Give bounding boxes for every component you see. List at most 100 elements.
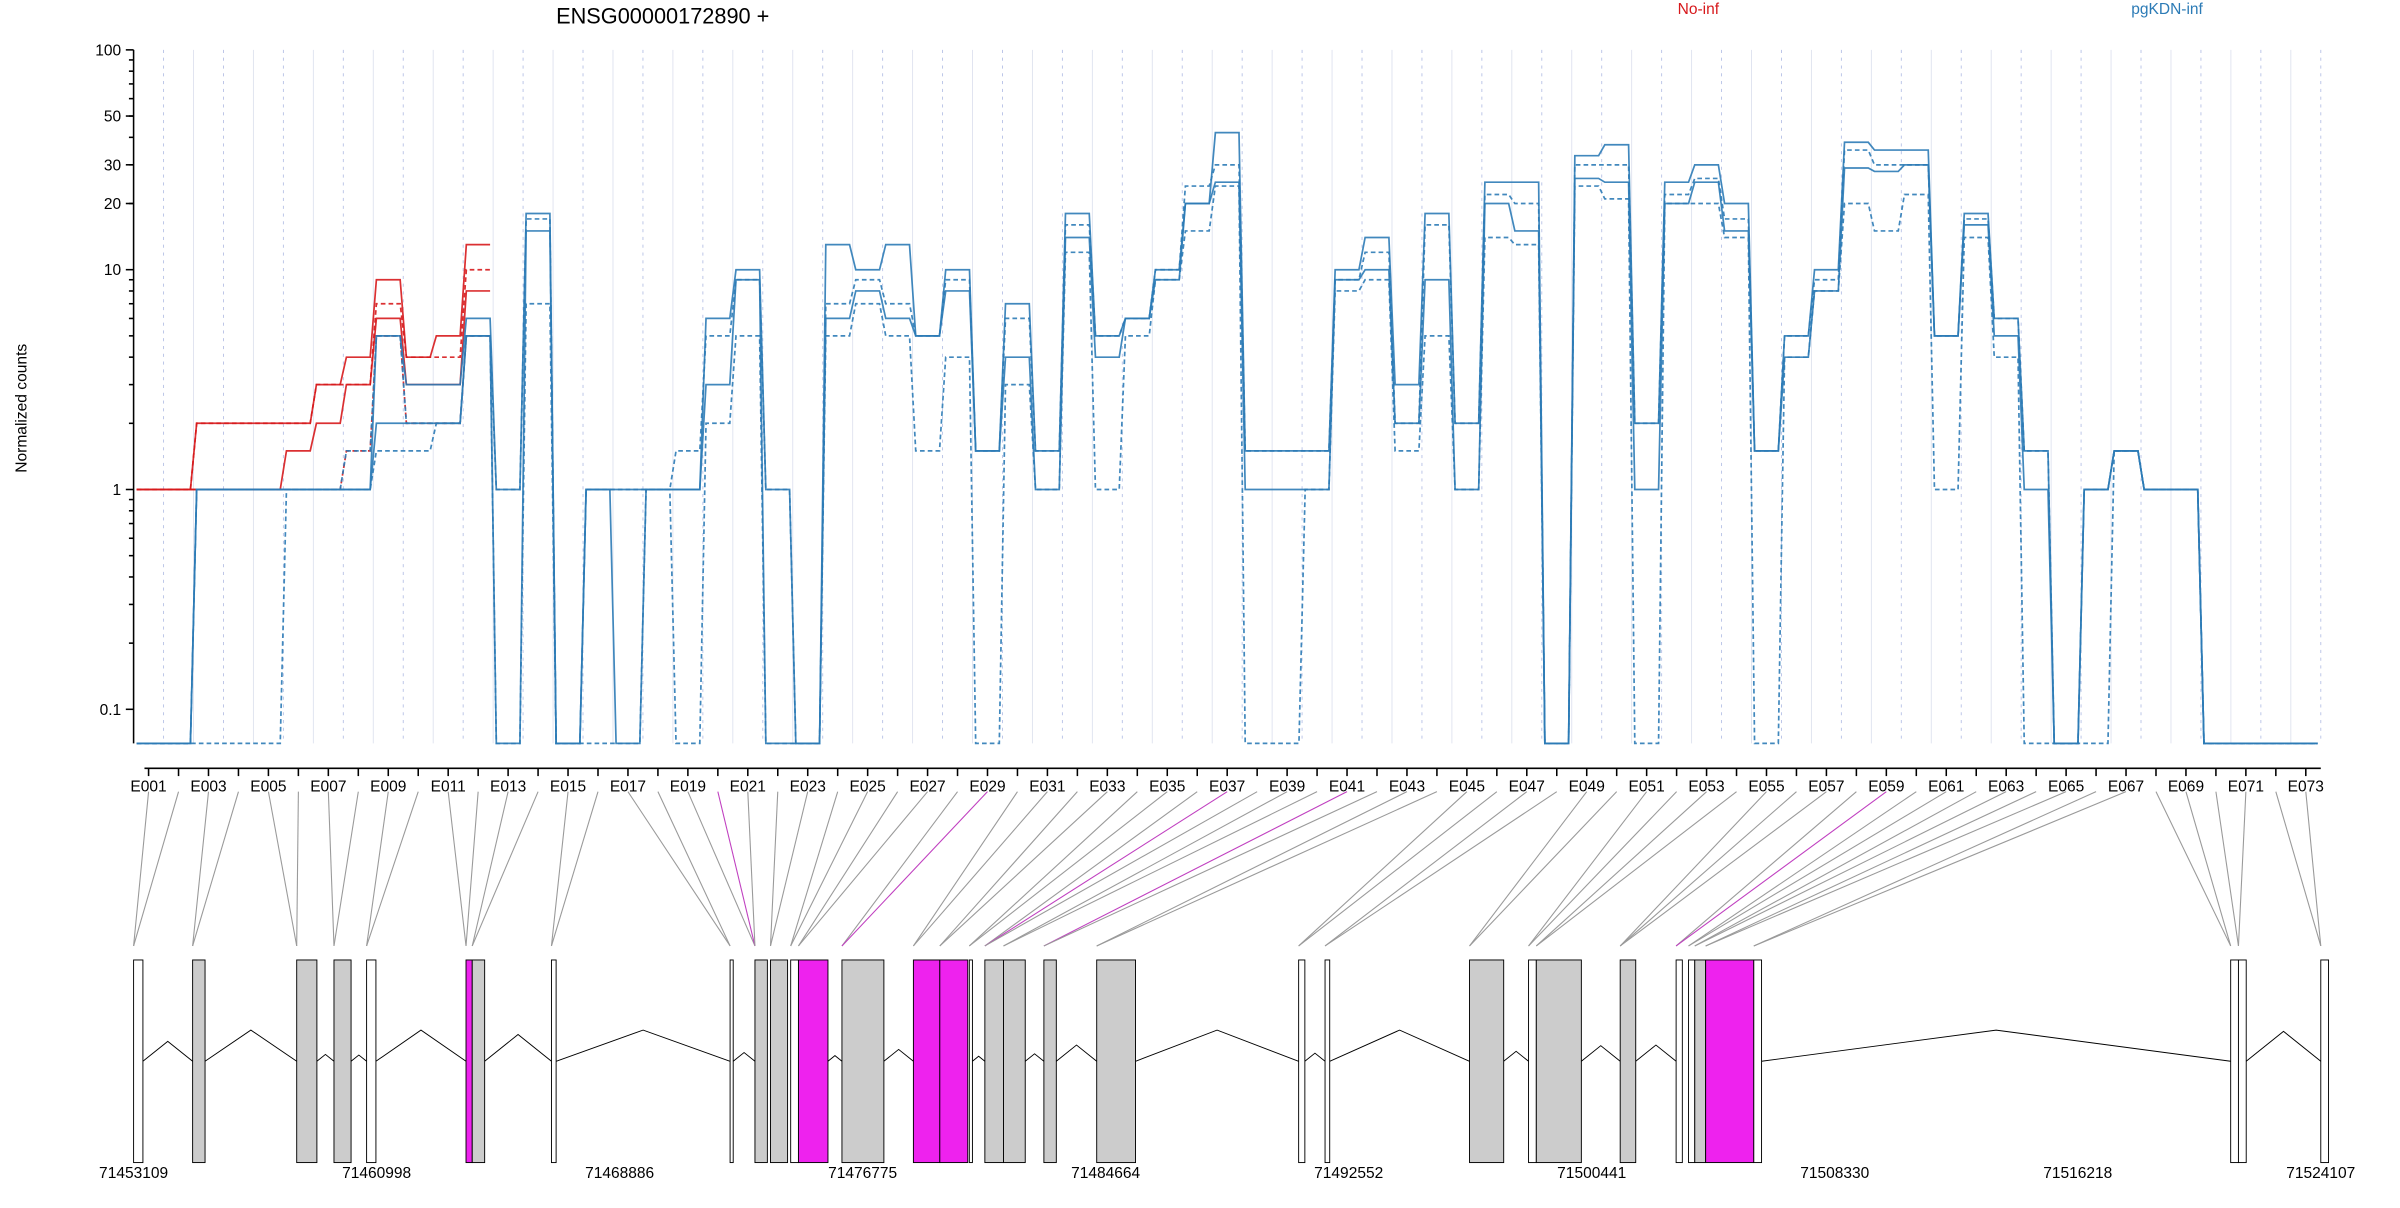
intron-line [827, 1055, 843, 1062]
x-tick-label: E041 [1329, 779, 1365, 796]
exon-box [797, 959, 829, 1164]
exon-connector [939, 791, 1108, 947]
x-tick-label: E065 [2048, 779, 2084, 796]
y-tick-label: 100 [95, 42, 121, 59]
x-tick-label: E017 [610, 779, 646, 796]
exon-box [1688, 959, 1696, 1164]
exon-connector [790, 791, 869, 947]
intron-line [972, 1055, 986, 1062]
genomic-coordinate-label: 71516218 [2043, 1165, 2112, 1182]
genomic-coordinate-axis: 71453109 71460998 71468886 71476775 71484664… [99, 1165, 2355, 1182]
intron-line [316, 1053, 335, 1062]
exon-connector [1535, 791, 1737, 947]
exon-connector [1753, 791, 2097, 947]
exon-connector [1619, 791, 1797, 947]
exon-connector [968, 791, 1168, 947]
exon-connector [1469, 791, 1588, 947]
x-tick-label: E015 [550, 779, 586, 796]
exon-connector [133, 791, 180, 947]
exon-connector [1528, 791, 1648, 947]
exon-connector [769, 791, 779, 946]
exon-box [1324, 959, 1331, 1164]
series-line-pgkdn-inf [136, 149, 2318, 745]
x-tick-label: E059 [1868, 779, 1904, 796]
exon-box [1469, 959, 1505, 1164]
exon-connector [747, 791, 756, 946]
exon-connector [1705, 791, 2067, 947]
exon-connector [769, 791, 809, 947]
exon-box [192, 959, 206, 1164]
x-tick-label: E045 [1449, 779, 1485, 796]
exon-connector [1096, 791, 1408, 947]
exon-connector [133, 791, 150, 947]
exon-connector [366, 791, 419, 947]
intron-line [204, 1029, 297, 1062]
exon-connector [1619, 791, 1827, 947]
exon-connector [1043, 791, 1348, 947]
exon-box [366, 959, 377, 1164]
x-tick-label: E027 [909, 779, 945, 796]
x-tick-label: E051 [1629, 779, 1665, 796]
exon-connector [1694, 791, 2007, 947]
exon-connector [790, 791, 839, 947]
intron-line [1761, 1029, 2231, 1062]
exon-connector [657, 791, 731, 947]
y-tick-label: 20 [104, 196, 122, 213]
exon-connector [717, 791, 756, 947]
genomic-coordinate-label: 71484664 [1071, 1165, 1140, 1182]
x-tick-label: E069 [2168, 779, 2204, 796]
exon-connector [984, 791, 1228, 947]
exon-connector [798, 791, 928, 947]
x-tick-label: E053 [1688, 779, 1724, 796]
genomic-coordinate-label: 71453109 [99, 1165, 168, 1182]
exon-connector [327, 791, 335, 946]
genomic-coordinate-label: 71492552 [1314, 1165, 1383, 1182]
series-line-pgkdn-inf [136, 131, 2318, 745]
exon-connector [841, 791, 958, 947]
exon-box [729, 959, 734, 1164]
y-tick-label: 10 [104, 262, 122, 279]
exon-box [770, 959, 789, 1164]
chart-title: ENSG00000172890 + [556, 3, 769, 28]
exon-connector [627, 791, 731, 947]
x-tick-label: E007 [310, 779, 346, 796]
exon-connector [1688, 791, 1917, 947]
x-tick-label: E067 [2108, 779, 2144, 796]
x-tick-label: E035 [1149, 779, 1185, 796]
legend-entry-pgkdn-inf: pgKDN-inf [2131, 1, 2203, 18]
x-tick-label: E003 [190, 779, 226, 796]
x-tick-label: E043 [1389, 779, 1425, 796]
intron-line [555, 1029, 731, 1062]
exon-box [1753, 959, 1763, 1164]
intron-line [732, 1051, 756, 1062]
genomic-coordinate-label: 71524107 [2286, 1165, 2355, 1182]
x-tick-label: E019 [670, 779, 706, 796]
y-tick-label: 30 [104, 157, 122, 174]
exon-box [1096, 959, 1137, 1164]
exon-connector [192, 791, 239, 947]
exon-connector-layer [133, 791, 2322, 947]
exon-box [912, 959, 941, 1164]
exon-connector [1705, 791, 2037, 947]
exon-connector [2185, 791, 2232, 947]
exon-connector [2305, 791, 2322, 947]
intron-line [375, 1029, 467, 1062]
exon-box [133, 959, 144, 1164]
exon-box [790, 959, 799, 1164]
y-tick-label: 1 [113, 482, 122, 499]
exon-connector [1528, 791, 1677, 947]
exon-box [296, 959, 318, 1164]
genomic-coordinate-label: 71500441 [1557, 1165, 1626, 1182]
x-tick-label: E039 [1269, 779, 1305, 796]
exon-connector [550, 791, 569, 947]
intron-line [2245, 1030, 2322, 1062]
exon-box [968, 959, 973, 1164]
x-tick-label: E011 [431, 779, 466, 796]
exon-box [1535, 959, 1582, 1164]
exon-connector [2275, 791, 2322, 947]
exon-box [1705, 959, 1755, 1164]
exon-connector [797, 791, 899, 947]
x-tick-label: E063 [1988, 779, 2024, 796]
